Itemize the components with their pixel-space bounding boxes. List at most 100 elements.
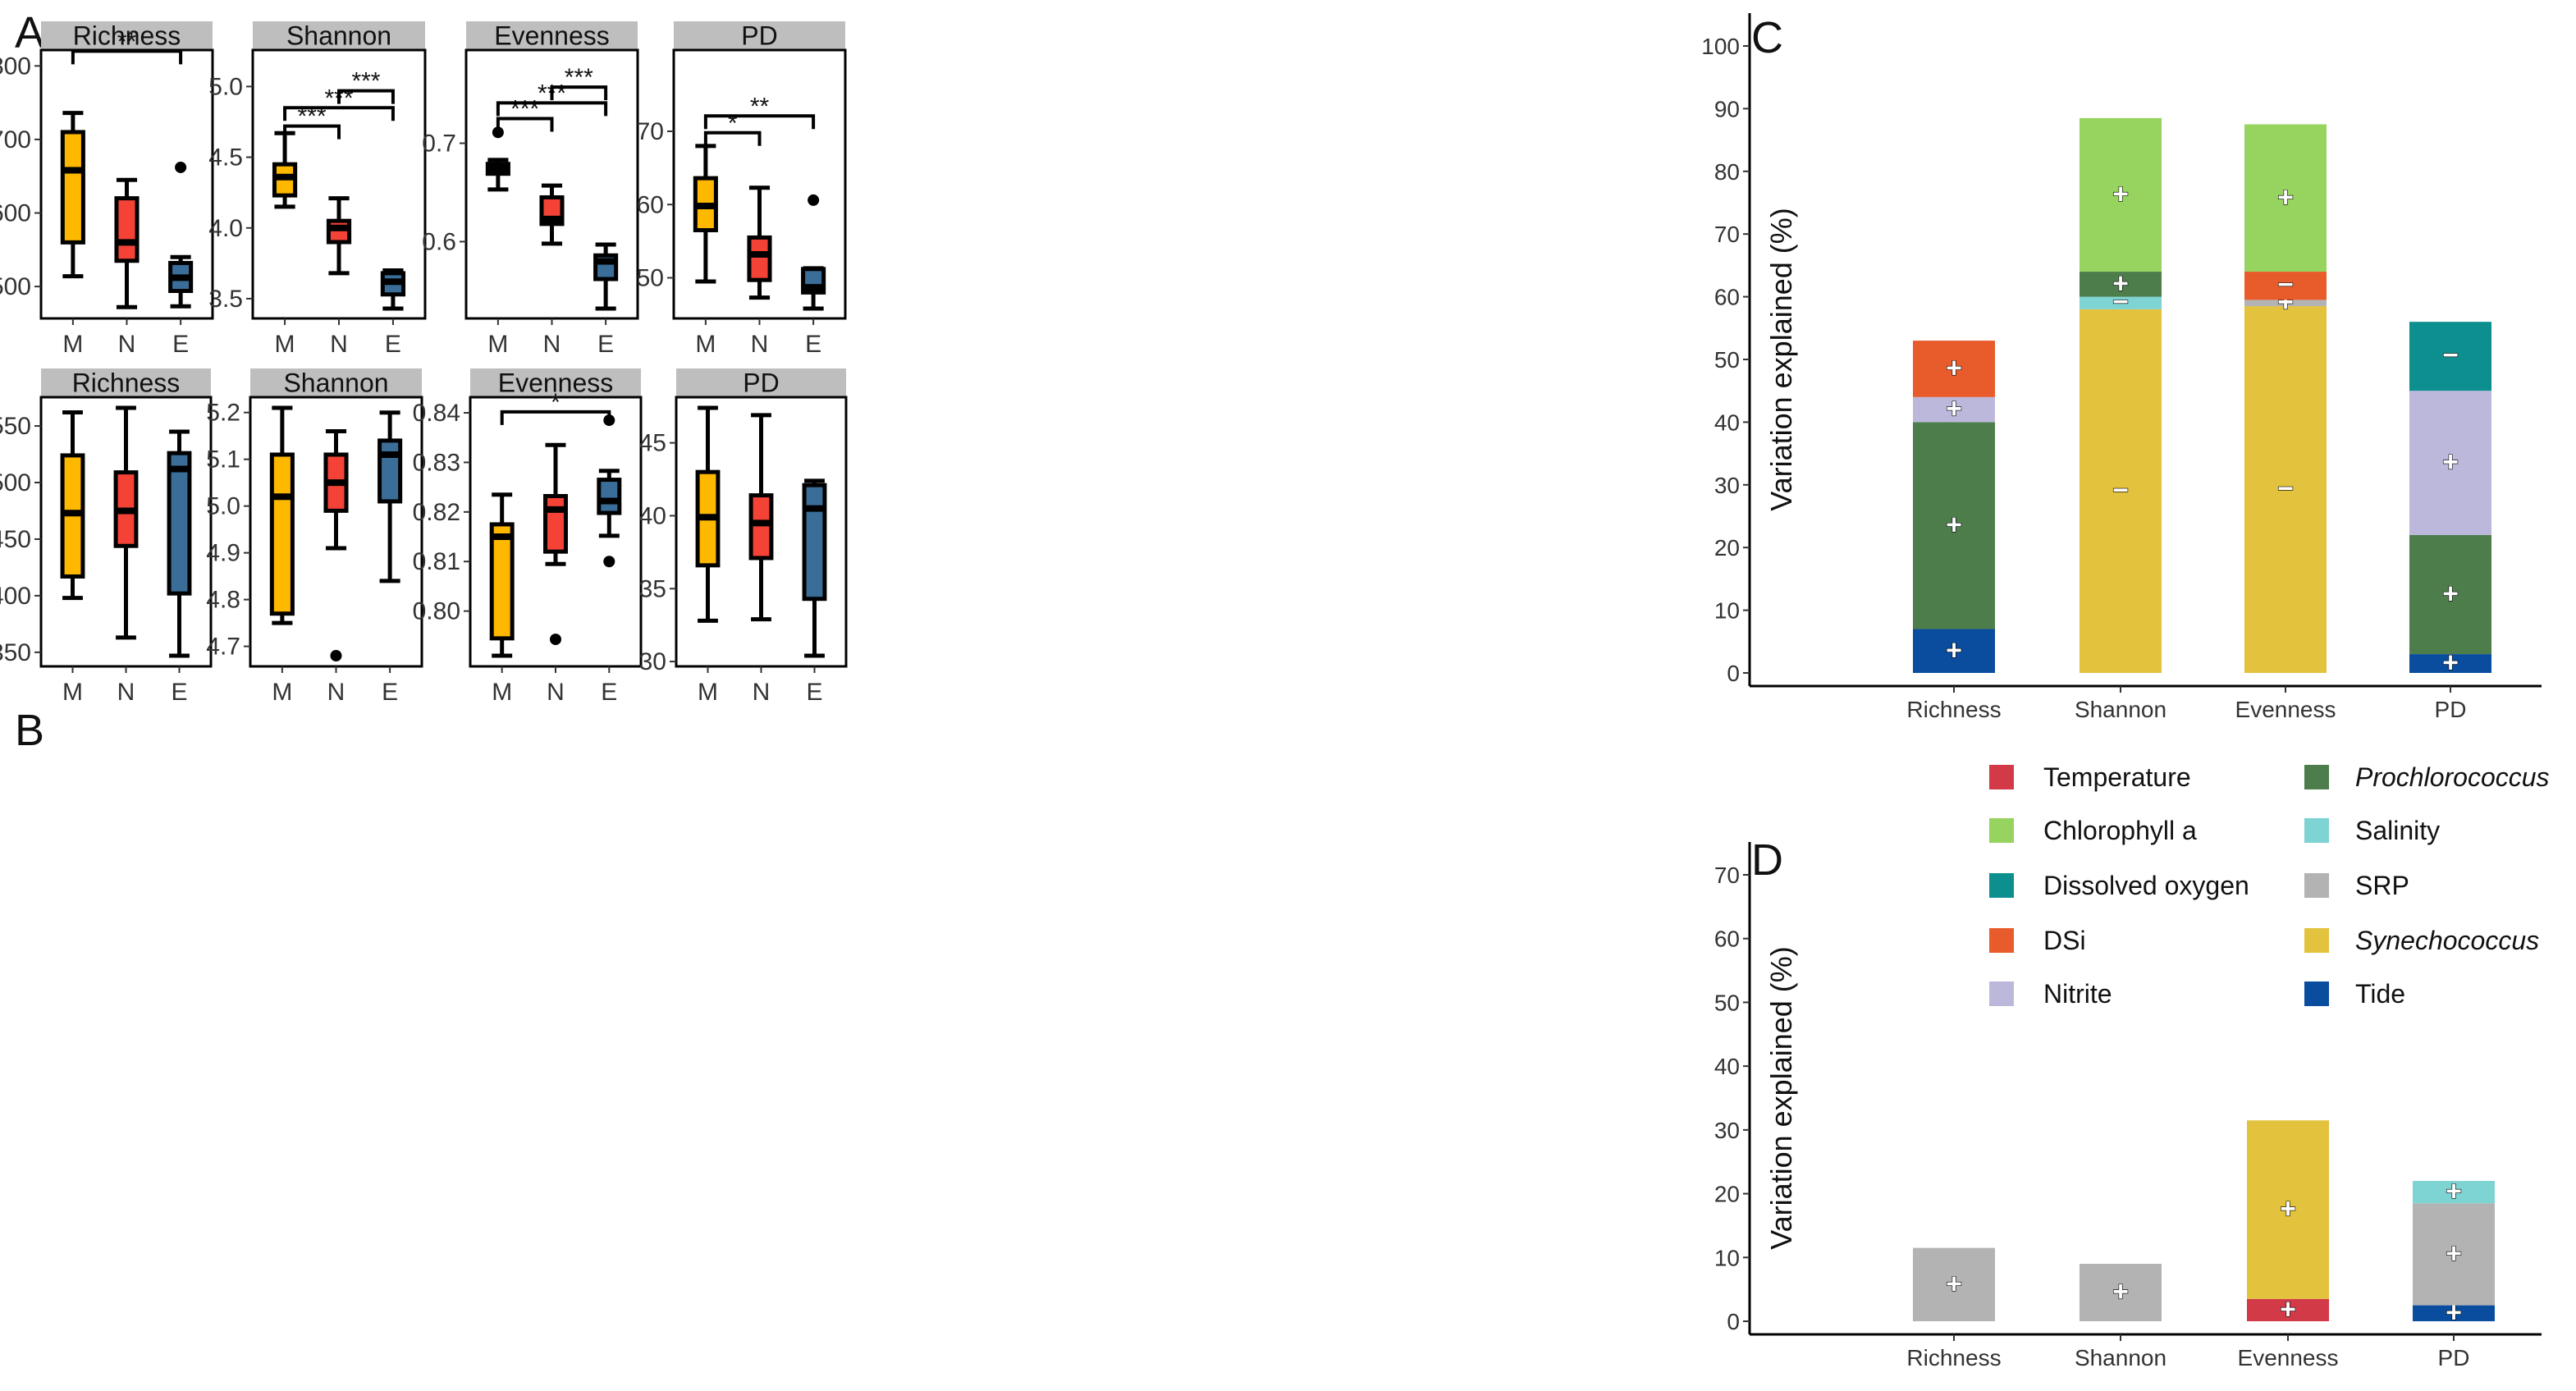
- panel-c-bar-shannon-synechococcus-sign: −: [2112, 474, 2129, 506]
- panel-label-d: D: [1751, 835, 1783, 885]
- panel-b-evenness-box-n: [543, 494, 568, 554]
- panel-a-pd-sig-label: **: [750, 93, 770, 120]
- panel-b-evenness-strip-title: Evenness: [498, 368, 614, 398]
- panel-c-bar-evenness-chlorophyll-a: [2244, 124, 2327, 272]
- panel-b-shannon-ytick-label: 4.9: [206, 540, 240, 567]
- legend-swatch-prochlorococcus: [2304, 765, 2329, 789]
- panel-a-richness: Richness 500 600 700 800 M N E **: [0, 21, 214, 358]
- panel-d-xtick-label: Shannon: [2075, 1345, 2166, 1370]
- panel-a-pd-sig-label: *: [728, 110, 738, 137]
- panel-c-bar-richness-dsi: [1913, 341, 1995, 397]
- panel-d-y-axis-title: Variation explained (%): [1764, 946, 1798, 1250]
- panel-a-shannon-sig-bracket: [337, 89, 395, 104]
- panel-c-bar-shannon-chlorophyll-a-sign: +: [2112, 178, 2129, 209]
- panel-b-evenness-box-e: [597, 478, 622, 515]
- panel-d-ytick-label: 50: [1714, 990, 1740, 1015]
- panel-c-ytick-label: 80: [1714, 159, 1740, 185]
- panel-c-ytick-label: 20: [1714, 535, 1740, 561]
- panel-a-shannon-xtick-label: M: [275, 331, 295, 358]
- panel-d-bar-pd-srp: [2413, 1203, 2495, 1306]
- panel-b-shannon-ytick-label: 4.7: [206, 634, 240, 661]
- panel-b-pd-xtick-label: M: [698, 679, 718, 706]
- panel-a-evenness-xtick-label: E: [597, 331, 614, 358]
- panel-c-bar-evenness-synechococcus: [2244, 306, 2327, 673]
- panel-c-bar-pd-dissolved-oxygen: [2409, 322, 2491, 391]
- panel-b-pd-ytick-label: 45: [639, 430, 666, 457]
- panel-a-evenness-ytick-label: 0.6: [422, 228, 456, 255]
- panel-a-shannon-sig-label: ***: [351, 68, 380, 95]
- panel-b-richness-strip: [41, 368, 211, 397]
- legend-swatch-synechococcus: [2304, 928, 2329, 953]
- panel-c-bar-evenness-chlorophyll-a-sign: +: [2277, 181, 2294, 213]
- legend-swatch-srp: [2304, 873, 2329, 898]
- panel-c-ytick-label: 40: [1714, 410, 1740, 435]
- panel-c-bar-richness-prochlorococcus-sign: +: [1946, 509, 1962, 540]
- panel-c-bar-richness-tide: [1913, 629, 1995, 673]
- panel-c-bar-pd-prochlorococcus-sign: +: [2442, 579, 2459, 610]
- legend-label-synechococcus: Synechococcus: [2355, 926, 2539, 955]
- panel-b-shannon-ytick-label: 4.8: [206, 587, 240, 614]
- panel-b-evenness-ytick-label: 0.82: [413, 499, 460, 526]
- panel-a-pd-strip: [674, 21, 845, 50]
- legend-label-nitrite: Nitrite: [2043, 979, 2112, 1009]
- legend-label-salinity: Salinity: [2355, 816, 2440, 845]
- panel-b-shannon: Shannon 4.7 4.8 4.9 5.0 5.1 5.2 M N E: [206, 368, 423, 706]
- panel-a-richness-strip-title: Richness: [73, 21, 181, 51]
- box-plots: Richness500600700800MNE**Shannon3.54.04.…: [0, 21, 848, 706]
- panel-a-richness-sig-bracket: [71, 49, 183, 65]
- panel-label-b: B: [15, 706, 44, 755]
- panel-d-bar-shannon-srp-sign: +: [2112, 1276, 2129, 1307]
- panel-b-richness-ytick-label: 500: [0, 469, 31, 496]
- panel-c-bar-shannon-salinity: [2080, 296, 2162, 309]
- legend-label-temperature: Temperature: [2043, 762, 2191, 792]
- panel-b-evenness-ytick-label: 0.81: [413, 548, 460, 575]
- panel-b-shannon-strip: [250, 368, 422, 397]
- panel-d-bar-pd-srp-sign: +: [2446, 1238, 2462, 1269]
- legend-swatch-dissolved-oxygen: [1989, 873, 2014, 898]
- panel-c-bar-pd-tide: [2409, 654, 2491, 673]
- panel-c-ytick-label: 10: [1714, 598, 1740, 624]
- panel-b-shannon-xtick-label: N: [327, 679, 345, 706]
- panel-a-pd-xtick-label: N: [751, 331, 769, 358]
- panel-d-bar-evenness-synechococcus: [2247, 1120, 2329, 1299]
- panel-b-shannon-box-m: [269, 452, 295, 616]
- panel-d-bar-pd-salinity-sign: +: [2446, 1176, 2462, 1207]
- panel-a-evenness-sig-label: ***: [510, 96, 539, 123]
- panel-c-bar-shannon-prochlorococcus-sign: +: [2112, 268, 2129, 299]
- panel-d-ytick-label: 20: [1714, 1182, 1740, 1207]
- panel-a-richness-ytick-label: 500: [0, 273, 31, 300]
- panel-c-xtick-label: Evenness: [2235, 697, 2336, 722]
- panel-a-shannon-strip: [253, 21, 425, 50]
- panel-c-bar-pd-dissolved-oxygen-sign: −: [2442, 340, 2459, 371]
- panel-a-evenness-xtick-label: N: [543, 331, 561, 358]
- legend-swatch-dsi: [1989, 928, 2014, 953]
- panel-b-shannon-box-e: [377, 438, 403, 504]
- panel-a-richness-ytick-label: 700: [0, 126, 31, 153]
- panel-a-shannon-ytick-label: 4.5: [208, 144, 243, 172]
- panel-c-bar-shannon-synechococcus: [2080, 309, 2162, 673]
- panel-b-shannon-xtick-label: E: [382, 679, 398, 706]
- legend-label-prochlorococcus: Prochlorococcus: [2355, 762, 2550, 792]
- panel-b-richness-ytick-label: 400: [0, 583, 31, 610]
- panel-b-richness-strip-title: Richness: [72, 368, 181, 398]
- panel-b-richness-xtick-label: E: [171, 679, 187, 706]
- panel-b-evenness-xtick-label: N: [547, 679, 565, 706]
- panel-a-shannon-ytick-label: 3.5: [208, 286, 243, 313]
- panel-a-pd-sig-bracket: [703, 114, 816, 130]
- panel-d-bar-pd-tide: [2413, 1305, 2495, 1321]
- panel-a-richness-strip: [41, 21, 213, 50]
- panel-b-shannon-strip-title: Shannon: [283, 368, 388, 398]
- panel-a-evenness-sig-bracket: [550, 85, 608, 101]
- panel-a-evenness-strip-title: Evenness: [494, 21, 610, 51]
- legend-swatch-nitrite: [1989, 981, 2014, 1006]
- panel-d-ytick-label: 10: [1714, 1245, 1740, 1270]
- panel-d-xtick-label: Evenness: [2238, 1345, 2339, 1370]
- panel-c-ytick-label: 70: [1714, 222, 1740, 247]
- panel-b-pd-strip-title: PD: [743, 368, 779, 398]
- panel-d-ytick-label: 60: [1714, 927, 1740, 952]
- panel-a-pd-ytick-label: 50: [637, 265, 664, 292]
- panel-c-bar-richness-tide-sign: +: [1946, 634, 1962, 666]
- panel-d-ytick-label: 70: [1714, 863, 1740, 888]
